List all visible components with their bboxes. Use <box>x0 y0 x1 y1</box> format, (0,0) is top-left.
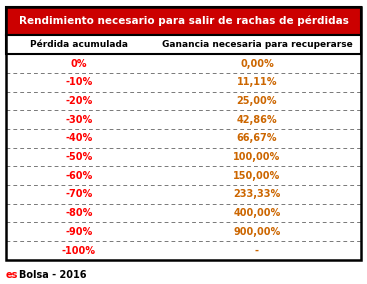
Text: Ganancia necesaria para recuperarse: Ganancia necesaria para recuperarse <box>161 40 352 49</box>
FancyBboxPatch shape <box>6 35 361 54</box>
Text: 400,00%: 400,00% <box>233 208 280 218</box>
FancyBboxPatch shape <box>6 92 361 110</box>
Text: 150,00%: 150,00% <box>233 171 280 181</box>
FancyBboxPatch shape <box>6 241 361 260</box>
Text: 900,00%: 900,00% <box>233 227 280 237</box>
Text: 66,67%: 66,67% <box>237 133 277 143</box>
Text: -90%: -90% <box>65 227 92 237</box>
Text: 11,11%: 11,11% <box>237 77 277 87</box>
Text: -30%: -30% <box>65 115 92 125</box>
FancyBboxPatch shape <box>6 7 361 35</box>
FancyBboxPatch shape <box>6 110 361 129</box>
Text: -50%: -50% <box>65 152 92 162</box>
Text: Rendimiento necesario para salir de rachas de pérdidas: Rendimiento necesario para salir de rach… <box>19 16 348 26</box>
Text: -80%: -80% <box>65 208 92 218</box>
Text: 100,00%: 100,00% <box>233 152 280 162</box>
FancyBboxPatch shape <box>6 129 361 148</box>
Text: -100%: -100% <box>62 245 96 256</box>
Text: es: es <box>6 270 18 281</box>
FancyBboxPatch shape <box>6 148 361 166</box>
Text: 0%: 0% <box>71 59 87 69</box>
FancyBboxPatch shape <box>6 204 361 222</box>
FancyBboxPatch shape <box>6 54 361 73</box>
Text: -60%: -60% <box>65 171 92 181</box>
Text: Pérdida acumulada: Pérdida acumulada <box>30 40 128 49</box>
Text: -10%: -10% <box>65 77 92 87</box>
FancyBboxPatch shape <box>6 222 361 241</box>
Text: 25,00%: 25,00% <box>237 96 277 106</box>
FancyBboxPatch shape <box>6 185 361 204</box>
Text: 233,33%: 233,33% <box>233 189 280 199</box>
Text: -40%: -40% <box>65 133 92 143</box>
FancyBboxPatch shape <box>6 166 361 185</box>
Text: -70%: -70% <box>65 189 92 199</box>
Text: 42,86%: 42,86% <box>237 115 277 125</box>
Text: -: - <box>255 245 259 256</box>
FancyBboxPatch shape <box>6 73 361 92</box>
Text: Bolsa - 2016: Bolsa - 2016 <box>19 270 87 281</box>
Text: -20%: -20% <box>65 96 92 106</box>
Text: 0,00%: 0,00% <box>240 59 274 69</box>
